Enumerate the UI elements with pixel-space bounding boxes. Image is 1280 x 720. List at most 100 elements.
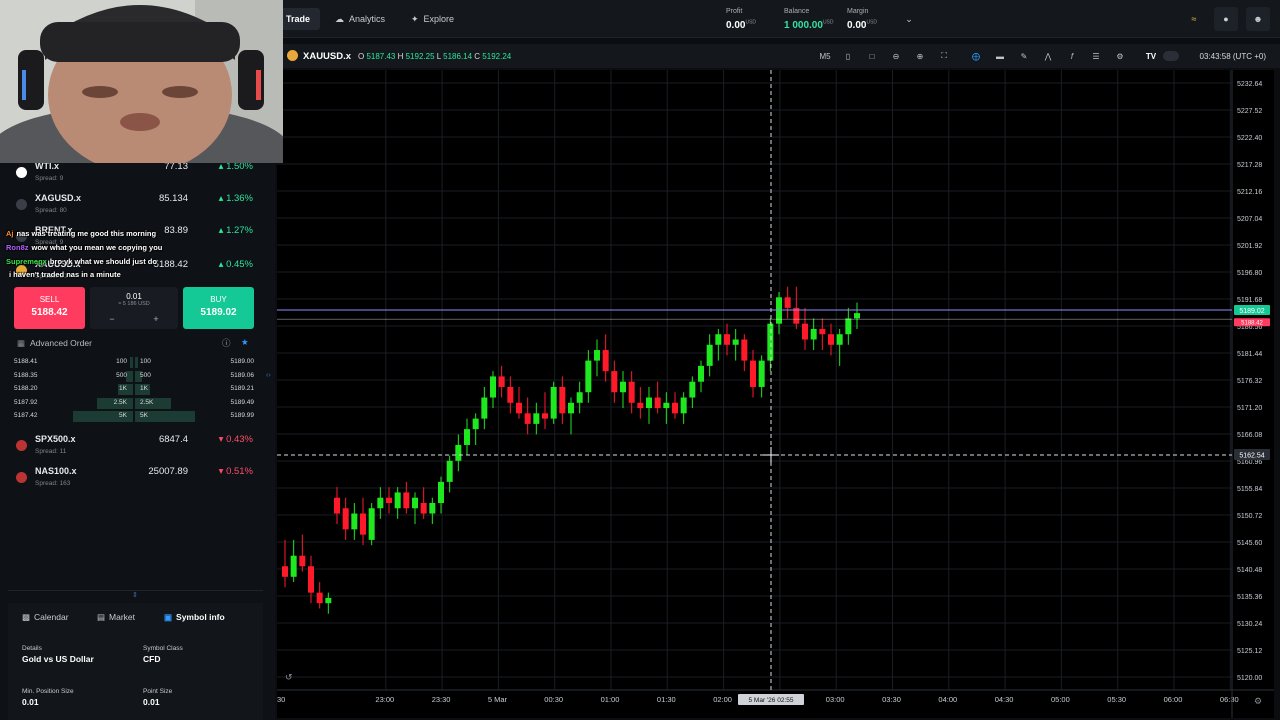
candle-body [767, 323, 774, 361]
candle-body [490, 376, 496, 398]
order-book-row[interactable]: 5187.92 2.5K 2.5K 5189.49 [14, 397, 254, 409]
detail-key: Details [22, 645, 42, 652]
webcam-overlay [0, 0, 283, 163]
margin-label: Margin [847, 8, 869, 15]
trendline-icon[interactable]: ⋀ [1044, 51, 1052, 61]
chat-text: bro yk what we should just do [49, 257, 157, 266]
buy-price: 5189.02 [200, 307, 237, 318]
instrument-change-value: 0.45% [226, 259, 253, 270]
lot-minus-button[interactable]: − [109, 314, 115, 324]
lot-value: 0.01 [126, 292, 142, 301]
candle-body [542, 413, 548, 419]
candle-body [854, 313, 860, 319]
resize-handle-icon[interactable]: ⇕ [132, 592, 138, 599]
instrument-row[interactable]: BRENT.x Spread: 9 83.89 ▴ 1.27% [8, 225, 263, 257]
bid-volume: 5K [119, 412, 127, 419]
price-chart[interactable]: 5232.64 5227.52 5222.40 5217.28 5212.16 5207.… [277, 70, 1274, 718]
nav-trade-label: Trade [286, 14, 311, 24]
pencil-icon[interactable]: ✎ [1020, 51, 1028, 61]
candle-body [594, 350, 600, 361]
candle-body [680, 397, 687, 414]
divider: ⇕ [8, 590, 263, 600]
tab-calendar[interactable]: ▩ Calendar [22, 609, 69, 625]
instrument-row[interactable]: SPX500.x Spread: 11 6847.4 ▾ 0.43% [8, 434, 263, 466]
y-tick-label: 5120.00 [1237, 675, 1262, 682]
nav-analytics[interactable]: ☁ Analytics [325, 8, 395, 30]
detail-details: Details Gold vs US Dollar [22, 645, 132, 664]
nav-trade[interactable]: Trade [276, 8, 321, 30]
y-tick-label: 5166.08 [1237, 432, 1262, 439]
collapse-handle-icon[interactable]: ‹› [266, 372, 271, 379]
nav-explore[interactable]: ✦ Explore [401, 8, 464, 30]
tab-symbol-info[interactable]: ▣ Symbol info [164, 609, 225, 625]
instrument-change-value: 0.51% [226, 466, 253, 477]
candle-body [403, 492, 410, 509]
ruler-icon[interactable]: ▬ [996, 51, 1004, 61]
arrow-up-icon: ▴ [218, 161, 224, 172]
chat-message: Ron8z wow what you mean we copying you [6, 243, 162, 252]
ohlc-readout: O 5187.43 H 5192.25 L 5186.14 C 5192.24 [358, 52, 512, 61]
buy-button[interactable]: BUY 5189.02 [183, 287, 254, 329]
balance-stat: Balance 1 000.00USD [784, 8, 834, 33]
crosshair-icon[interactable]: ⨁ [972, 51, 980, 61]
detail-symbol-class: Symbol Class CFD [143, 645, 253, 664]
instrument-row[interactable]: WTI.x Spread: 9 77.13 ▴ 1.50% [8, 161, 263, 193]
info-icon[interactable]: ⓘ [222, 338, 231, 348]
instrument-change-value: 1.36% [226, 193, 253, 204]
bid-price: 5187.42 [14, 412, 38, 419]
instrument-row[interactable]: XAUUSD.x Spread: 60 5188.42 ▴ 0.45% [8, 259, 263, 291]
zoom-in-icon[interactable]: ⊕ [916, 51, 924, 61]
user-icon[interactable]: ☻ [1246, 7, 1270, 31]
margin-value: 0.00 [847, 20, 867, 31]
arrow-down-icon: ▾ [218, 434, 224, 445]
candles-icon[interactable]: ▯ [845, 51, 851, 61]
bid-price: 5187.92 [14, 398, 38, 406]
chevron-down-icon[interactable]: ⌄ [905, 13, 913, 24]
reset-chart-icon[interactable]: ↺ [285, 673, 293, 683]
detail-value: 0.01 [22, 697, 39, 707]
detail-value: CFD [143, 654, 161, 664]
bell-icon[interactable]: ● [1214, 7, 1238, 31]
instrument-row[interactable]: NAS100.x Spread: 163 25007.89 ▾ 0.51% [8, 466, 263, 498]
chart-symbol[interactable]: XAUUSD.x [303, 51, 352, 62]
y-tick-label: 5207.04 [1237, 216, 1262, 223]
sell-button[interactable]: SELL 5188.42 [14, 287, 85, 329]
fullscreen-icon[interactable]: ⛶ [941, 51, 947, 60]
order-book-row[interactable]: 5187.42 5K 5K 5189.99 [14, 411, 254, 422]
order-book-row[interactable]: 5188.35 500 500 5189.06 [14, 370, 254, 382]
bid-depth-bar [73, 411, 133, 422]
analytics-icon: ☁ [335, 13, 344, 24]
candle-body [819, 328, 826, 335]
bid-volume: 100 [116, 358, 127, 365]
timeframe-button[interactable]: M5 [819, 51, 831, 61]
detail-key: Point Size [143, 688, 173, 695]
candle-body [585, 360, 592, 393]
settings-icon[interactable]: ⚙ [1116, 51, 1124, 61]
candle-body [654, 397, 661, 409]
toggle-icon[interactable] [1163, 51, 1179, 61]
lot-plus-button[interactable]: + [153, 314, 159, 324]
y-tick-label: 5222.40 [1237, 135, 1262, 142]
instrument-spread: Spread: 60 [35, 273, 67, 280]
chat-text: i haven't traded nas in a minute [9, 270, 121, 279]
instrument-spread: Spread: 163 [35, 480, 71, 487]
settings-icon[interactable]: ⚙ [1254, 697, 1262, 707]
instrument-change: ▴ 1.50% [219, 161, 253, 172]
advanced-order-row[interactable]: ▦ Advanced Order ⓘ ★ [14, 336, 254, 350]
instrument-row[interactable]: XAGUSD.x Spread: 80 85.134 ▴ 1.36% [8, 193, 263, 225]
x-tick-label: 03:30 [882, 695, 901, 704]
lot-size-stepper[interactable]: 0.01 ≈ 5 186 USD − + [90, 287, 178, 329]
zoom-out-icon[interactable]: ⊖ [892, 51, 900, 61]
order-book-row[interactable]: 5188.20 1K 1K 5189.21 [14, 384, 254, 395]
layers-icon[interactable]: ☰ [1092, 51, 1100, 61]
instrument-spread: Spread: 9 [35, 175, 64, 182]
candle-body [351, 513, 358, 530]
star-icon[interactable]: ★ [241, 337, 249, 347]
square-icon[interactable]: □ [869, 51, 875, 61]
order-book-row[interactable]: 5188.41 100 100 5189.00 [14, 357, 254, 368]
ohlc-close: 5192.24 [482, 52, 512, 61]
instrument-price: 85.134 [158, 193, 188, 204]
indicator-icon[interactable]: f [1070, 51, 1074, 61]
tab-market[interactable]: ▤ Market [97, 609, 135, 625]
x-tick-label: 06:30 [1220, 695, 1239, 704]
